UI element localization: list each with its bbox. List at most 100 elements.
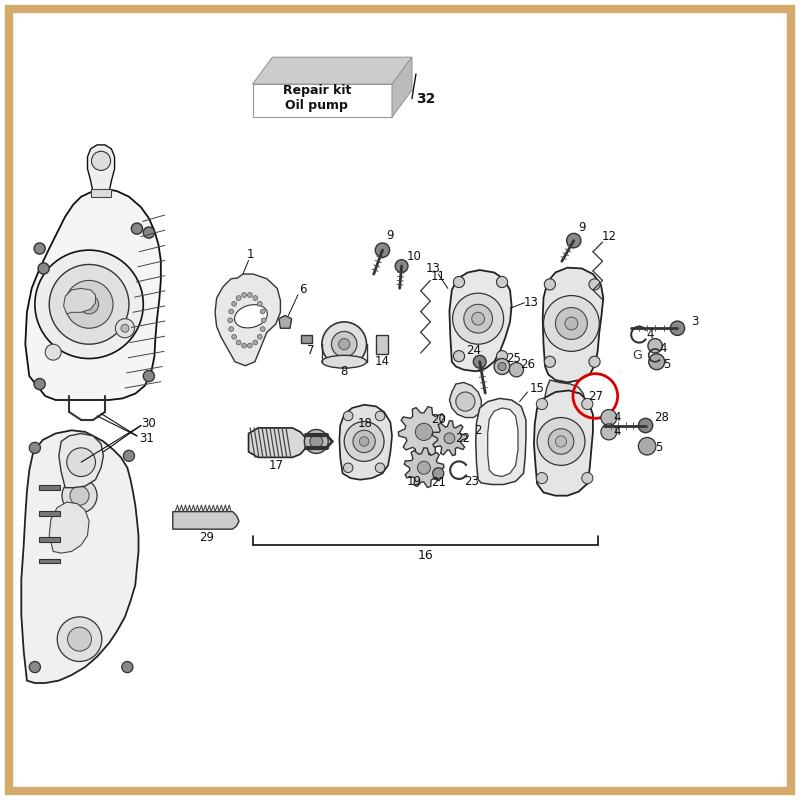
Ellipse shape [322,355,366,368]
Circle shape [510,362,523,377]
Circle shape [229,309,234,314]
Polygon shape [39,511,60,515]
Polygon shape [301,334,312,342]
Polygon shape [63,288,95,314]
Circle shape [232,302,237,306]
Circle shape [70,486,89,506]
Polygon shape [253,57,412,84]
Polygon shape [432,421,467,455]
Polygon shape [39,537,60,542]
Circle shape [143,370,154,382]
Circle shape [555,307,587,339]
Circle shape [57,617,102,662]
Polygon shape [534,390,593,496]
Circle shape [472,312,485,325]
Circle shape [30,662,41,673]
Text: 5: 5 [655,442,662,454]
Text: 14: 14 [375,355,390,368]
Circle shape [353,430,375,453]
Circle shape [649,354,665,370]
Text: 4: 4 [659,342,667,354]
Text: 4: 4 [646,328,654,341]
Text: 4: 4 [613,426,621,438]
Circle shape [454,350,465,362]
Polygon shape [50,502,89,553]
Circle shape [122,662,133,673]
Circle shape [648,338,662,353]
Circle shape [38,263,50,274]
Circle shape [65,281,113,328]
Text: 26: 26 [520,358,535,370]
Circle shape [566,234,581,248]
Text: Repair kit
Oil pump: Repair kit Oil pump [282,84,351,112]
Circle shape [638,438,656,455]
Circle shape [582,398,593,410]
Circle shape [258,334,262,339]
Circle shape [494,358,510,374]
Text: 19: 19 [407,475,422,488]
Text: 10: 10 [407,250,422,263]
Circle shape [91,151,110,170]
Circle shape [331,331,357,357]
Text: 29: 29 [199,530,214,544]
Circle shape [30,442,41,454]
Circle shape [46,344,61,360]
Circle shape [395,260,408,273]
Circle shape [601,410,617,426]
Polygon shape [87,145,114,193]
Polygon shape [404,448,444,487]
Polygon shape [339,405,392,480]
Circle shape [464,304,493,333]
Circle shape [497,350,508,362]
Circle shape [343,411,353,421]
Text: 15: 15 [530,382,545,394]
Text: 2: 2 [474,424,482,437]
Circle shape [415,423,433,441]
Polygon shape [249,428,306,458]
Circle shape [543,295,599,351]
Circle shape [242,343,246,348]
Text: 17: 17 [269,459,284,472]
Circle shape [34,243,46,254]
Circle shape [115,318,134,338]
Circle shape [670,321,685,335]
Polygon shape [173,512,239,529]
Text: G: G [633,349,642,362]
Polygon shape [22,430,138,683]
Text: 18: 18 [358,418,372,430]
Polygon shape [215,274,281,366]
Polygon shape [39,486,60,490]
Circle shape [497,277,508,287]
Circle shape [453,293,504,344]
Circle shape [565,317,578,330]
Polygon shape [90,189,111,197]
Circle shape [359,437,369,446]
Circle shape [50,265,129,344]
Polygon shape [39,558,60,563]
Circle shape [66,448,95,477]
Circle shape [444,433,455,444]
Circle shape [456,392,475,411]
Text: 25: 25 [506,352,521,365]
Circle shape [548,429,574,454]
Circle shape [304,430,328,454]
Text: 28: 28 [654,411,669,424]
Circle shape [62,478,97,514]
Circle shape [344,422,384,462]
Circle shape [262,318,266,322]
Circle shape [34,378,46,390]
Text: 23: 23 [464,475,479,488]
Circle shape [236,340,241,345]
Polygon shape [476,398,526,485]
Circle shape [601,424,617,440]
Circle shape [260,309,265,314]
Circle shape [582,473,593,484]
Circle shape [536,398,547,410]
Text: 24: 24 [466,344,481,357]
Circle shape [35,250,143,358]
Circle shape [375,243,390,258]
Circle shape [498,362,506,370]
Circle shape [537,418,585,466]
Text: 4: 4 [613,411,621,424]
Circle shape [555,436,566,447]
